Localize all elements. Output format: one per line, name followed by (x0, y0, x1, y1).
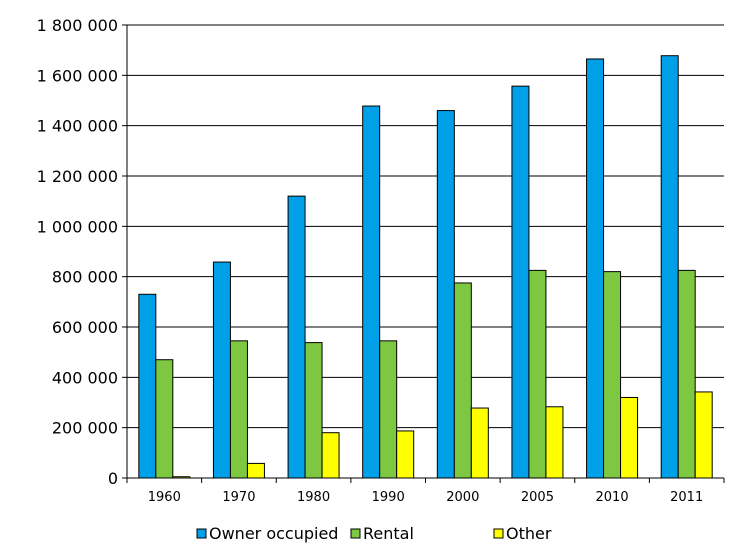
legend-label: Owner occupied (209, 524, 338, 543)
y-tick-label: 400 000 (52, 368, 118, 387)
legend-label: Other (506, 524, 552, 543)
legend-label: Rental (363, 524, 414, 543)
y-tick-label: 600 000 (52, 318, 118, 337)
bar-rental (453, 282, 472, 479)
x-tick-label: 2000 (446, 490, 479, 505)
y-tick-label: 200 000 (52, 419, 118, 438)
x-tick-label: 1970 (222, 490, 255, 505)
x-tick-label: 1990 (372, 490, 405, 505)
bar-other (470, 407, 489, 479)
legend-swatch (350, 528, 361, 539)
bar-owner-occupied (138, 293, 157, 479)
bar-owner-occupied (287, 195, 306, 479)
y-tick-label: 0 (108, 469, 118, 488)
y-tick-label: 1 400 000 (37, 117, 118, 136)
bar-owner-occupied (586, 58, 605, 479)
bar-rental (603, 271, 622, 479)
legend-swatch (493, 528, 504, 539)
bar-other (396, 430, 415, 479)
x-tick-label: 2010 (596, 490, 629, 505)
legend-swatch (196, 528, 207, 539)
y-axis-tick-labels: 0 200 000 400 000 600 000 800 000 1 000 000 1 … (37, 16, 118, 488)
bar-other (246, 462, 265, 479)
bar-rental (379, 340, 398, 479)
legend: Owner occupied Rental Other (196, 524, 552, 543)
bar-other (694, 391, 713, 479)
bar-owner-occupied (212, 261, 231, 479)
bar-other (321, 432, 340, 479)
y-tick-label: 800 000 (52, 268, 118, 287)
bar-rental (229, 340, 248, 479)
bars (138, 55, 713, 479)
x-tick-label: 1980 (297, 490, 330, 505)
x-tick-label: 2005 (521, 490, 554, 505)
bar-rental (304, 342, 323, 479)
x-tick-label: 2011 (670, 490, 703, 505)
bar-rental (677, 269, 696, 479)
x-tick-label: 1960 (148, 490, 181, 505)
bar-other (545, 406, 564, 479)
y-tick-label: 1 200 000 (37, 167, 118, 186)
bar-rental (155, 359, 174, 479)
bar-owner-occupied (362, 105, 381, 479)
bar-owner-occupied (660, 55, 679, 479)
y-tick-label: 1 800 000 (37, 16, 118, 35)
bar-other (620, 396, 639, 479)
bar-rental (528, 269, 547, 479)
y-tick-label: 1 000 000 (37, 217, 118, 236)
y-tick-label: 1 600 000 (37, 66, 118, 85)
axes (122, 24, 725, 483)
x-axis-tick-labels: 1960 1970 1980 1990 2000 2005 2010 2011 (148, 490, 703, 505)
bar-owner-occupied (511, 85, 530, 479)
bar-owner-occupied (436, 110, 455, 479)
